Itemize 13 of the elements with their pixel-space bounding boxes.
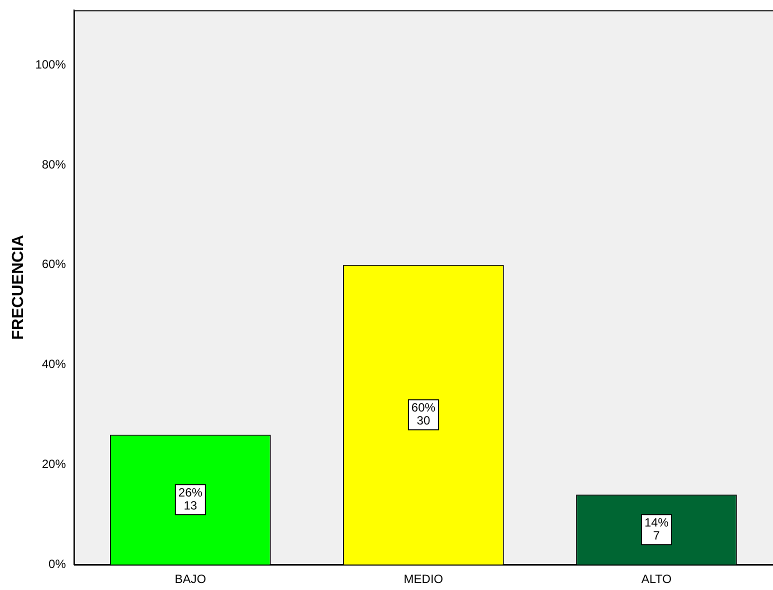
y-tick-label: 20% — [42, 457, 66, 472]
y-tick-label: 80% — [42, 157, 66, 172]
y-tick-label: 100% — [35, 57, 66, 72]
data-label: 60% 30 — [411, 400, 436, 428]
x-tick-label: MEDIO — [404, 572, 444, 586]
data-label: 26% 13 — [178, 485, 203, 512]
y-tick-label: 40% — [42, 357, 66, 372]
x-tick-label: ALTO — [641, 572, 672, 586]
data-label: 14% 7 — [644, 515, 669, 542]
y-axis-title: FRECUENCIA — [10, 234, 28, 340]
x-tick-label: BAJO — [174, 572, 206, 586]
y-tick-label: 60% — [42, 257, 66, 272]
y-tick-label: 0% — [48, 556, 66, 571]
